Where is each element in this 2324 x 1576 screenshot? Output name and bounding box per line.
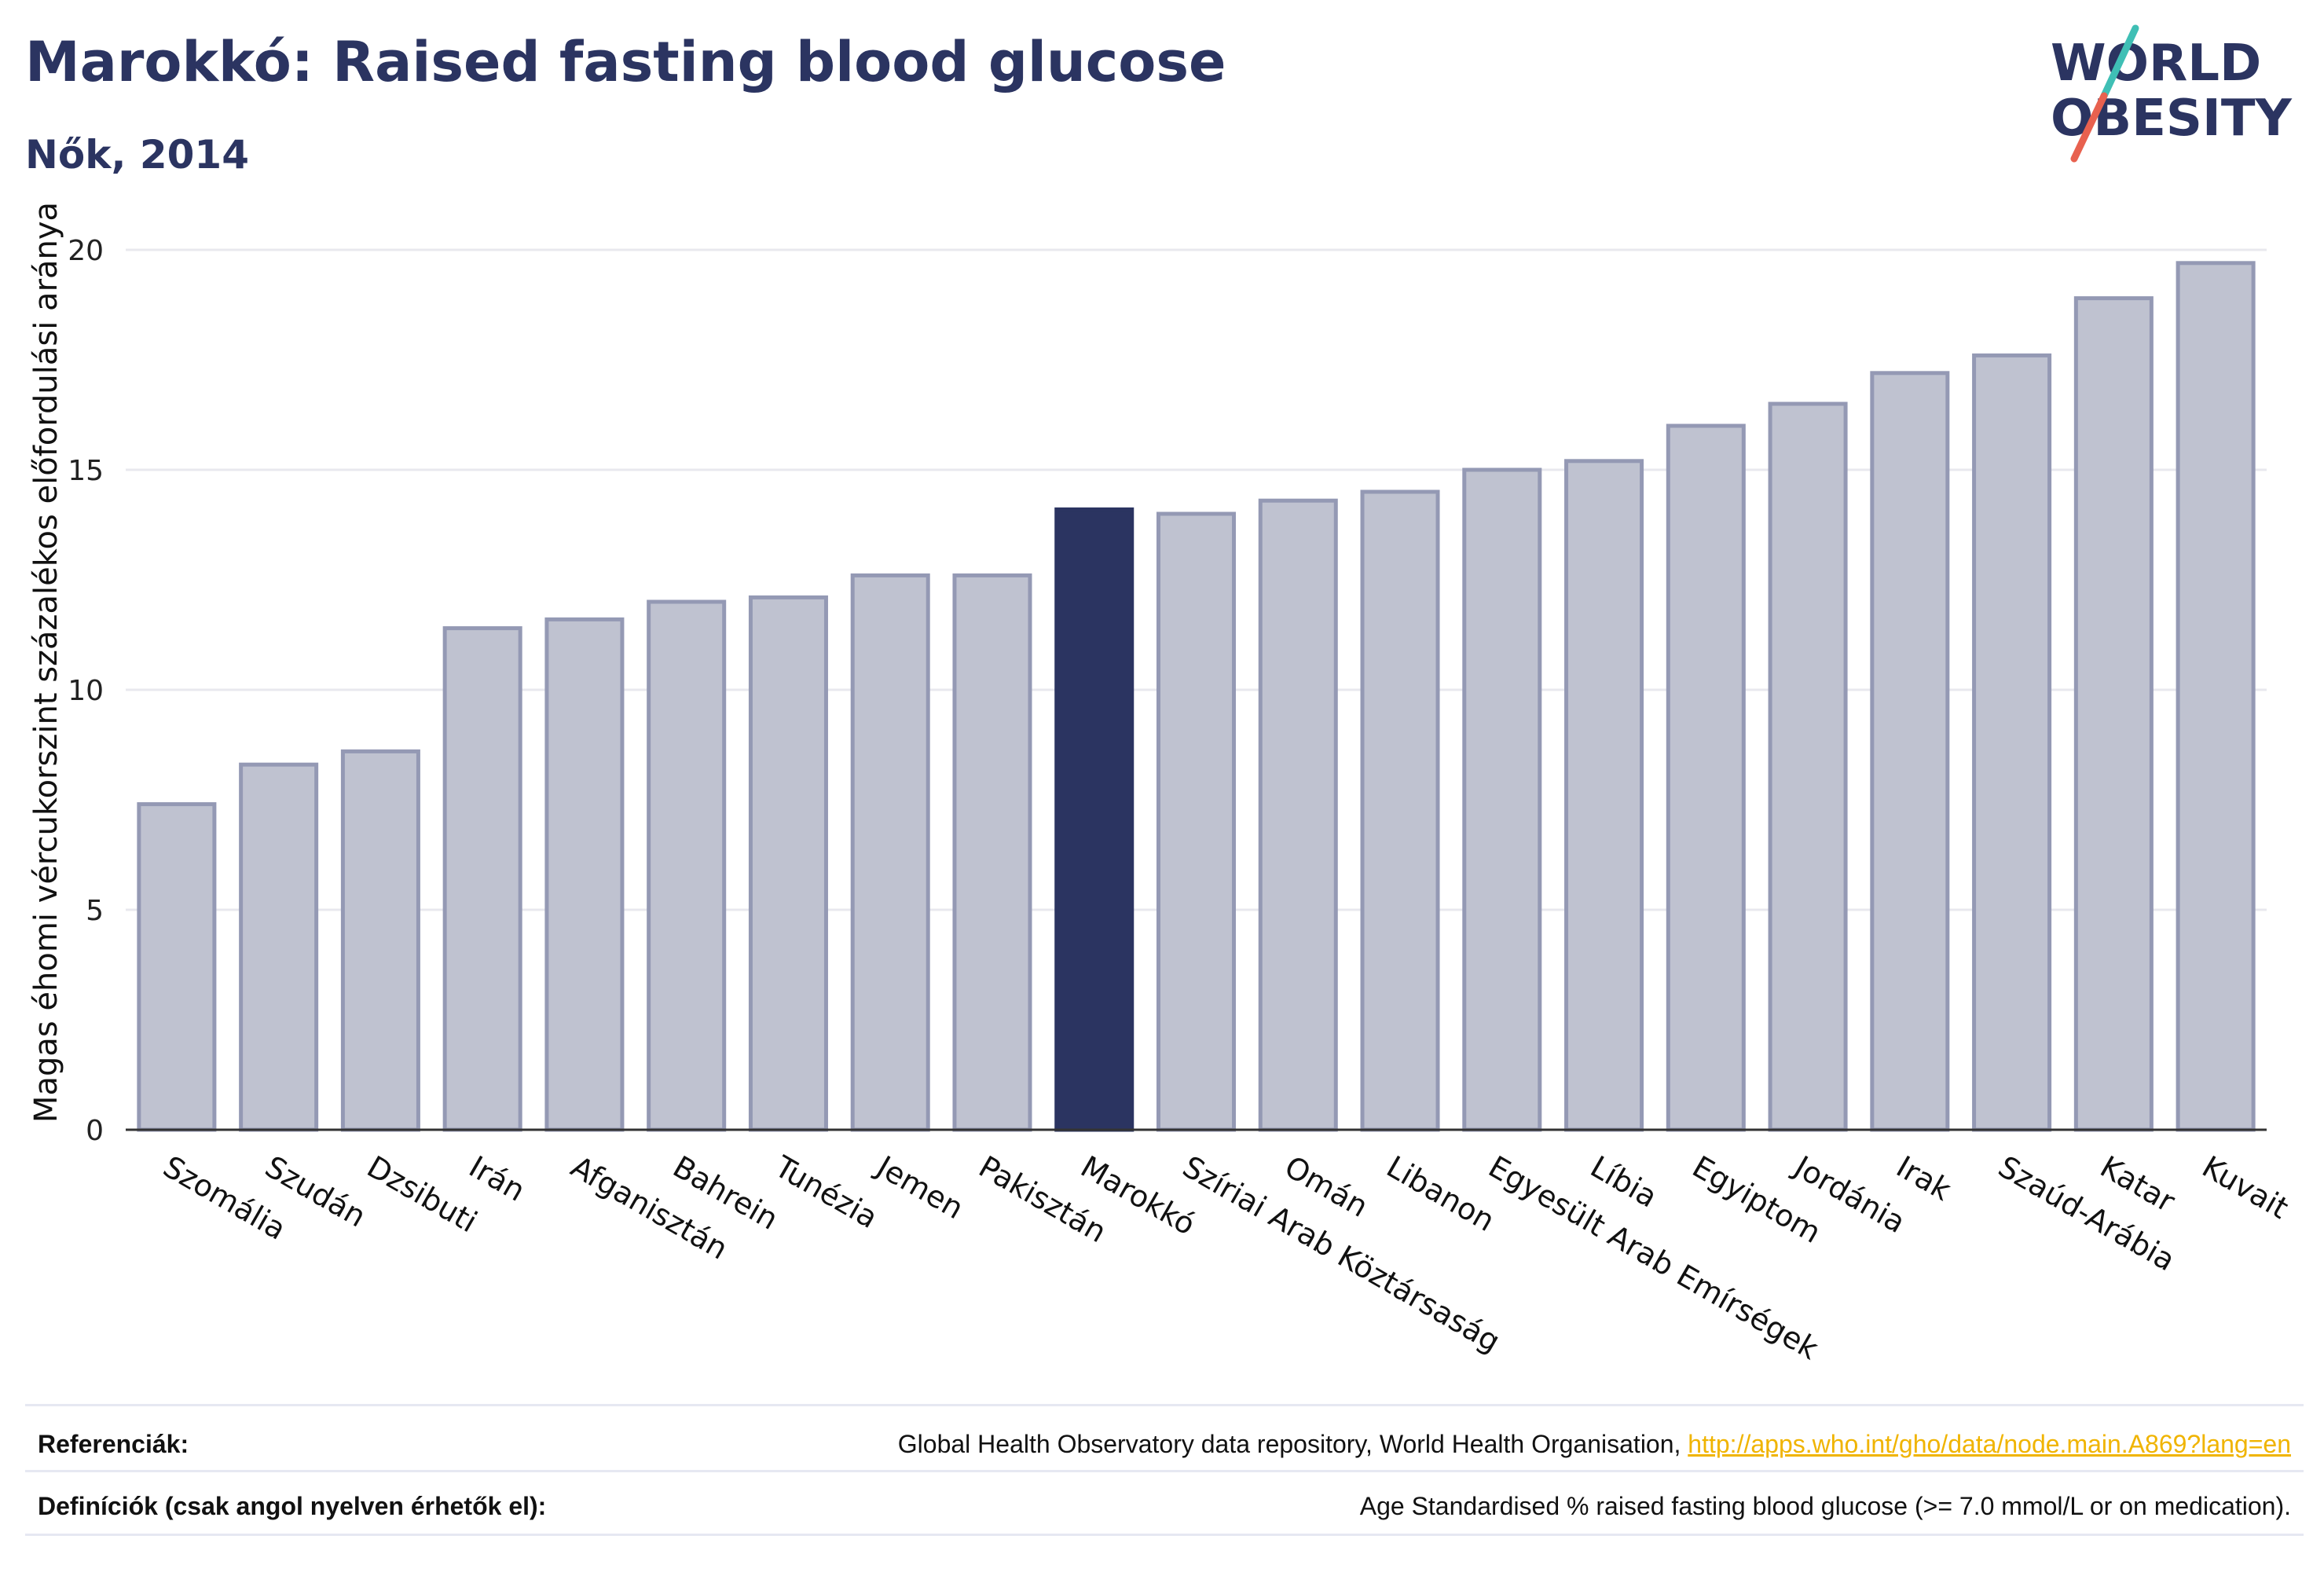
x-tick-label: Irak xyxy=(1890,1149,1956,1208)
chart-title: Marokkó: Raised fasting blood glucose xyxy=(25,30,1226,94)
x-tick-label: Irán xyxy=(464,1149,531,1208)
footer-divider-bottom xyxy=(25,1534,2304,1536)
bar xyxy=(1156,511,1237,1132)
footer-divider-middle xyxy=(25,1470,2304,1472)
references-label: Referenciák: xyxy=(38,1429,189,1458)
y-tick-label: 20 xyxy=(68,235,104,267)
bar xyxy=(1564,459,1644,1132)
bar xyxy=(137,802,217,1132)
footer-references-row: Referenciák: Global Health Observatory d… xyxy=(38,1420,2291,1468)
bar xyxy=(442,626,522,1132)
chart-subtitle: Nők, 2014 xyxy=(25,132,250,178)
bar xyxy=(1258,498,1338,1132)
x-tick-label: Jemen xyxy=(870,1149,970,1226)
y-axis-label: Magas éhomi vércukorszint százalékos elő… xyxy=(28,202,64,1123)
bar xyxy=(1462,467,1542,1132)
bar xyxy=(2073,296,2154,1132)
footer-definitions-row: Definíciók (csak angol nyelven érhetők e… xyxy=(38,1483,2291,1530)
bar xyxy=(647,599,727,1132)
bar xyxy=(544,617,625,1132)
references-value: Global Health Observatory data repositor… xyxy=(898,1430,2291,1459)
y-tick-label: 0 xyxy=(86,1115,104,1147)
bar xyxy=(1972,353,2052,1132)
x-tick-label: Szaúd-Arábia xyxy=(1992,1149,2181,1278)
y-tick-label: 5 xyxy=(86,895,104,927)
bar xyxy=(1054,507,1135,1132)
bar xyxy=(1870,371,1950,1132)
x-tick-label: Tunézia xyxy=(768,1149,884,1235)
world-obesity-logo: WORLD OBESITY xyxy=(2051,24,2292,163)
bar xyxy=(952,573,1032,1132)
y-tick-label: 15 xyxy=(68,455,104,487)
bar xyxy=(1666,423,1746,1132)
logo-line-world: WORLD xyxy=(2051,35,2261,93)
references-text: Global Health Observatory data repositor… xyxy=(897,1429,1681,1458)
bar xyxy=(1360,489,1440,1132)
x-tick-label: Kuvait xyxy=(2197,1149,2294,1226)
bar xyxy=(850,573,930,1132)
bar xyxy=(239,762,319,1132)
definitions-label: Definíciók (csak angol nyelven érhetők e… xyxy=(38,1491,547,1520)
bar xyxy=(2176,261,2256,1132)
definitions-text: Age Standardised % raised fasting blood … xyxy=(1359,1491,2291,1520)
x-tick-label: Dzsibuti xyxy=(361,1149,483,1240)
bar xyxy=(748,595,828,1132)
y-tick-label: 10 xyxy=(68,675,104,707)
footer-divider-top xyxy=(25,1404,2304,1406)
x-tick-label: Libanon xyxy=(1381,1149,1501,1238)
references-link[interactable]: http://apps.who.int/gho/data/node.main.A… xyxy=(1688,1429,2291,1458)
bar xyxy=(1768,401,1848,1132)
bar xyxy=(340,749,420,1132)
